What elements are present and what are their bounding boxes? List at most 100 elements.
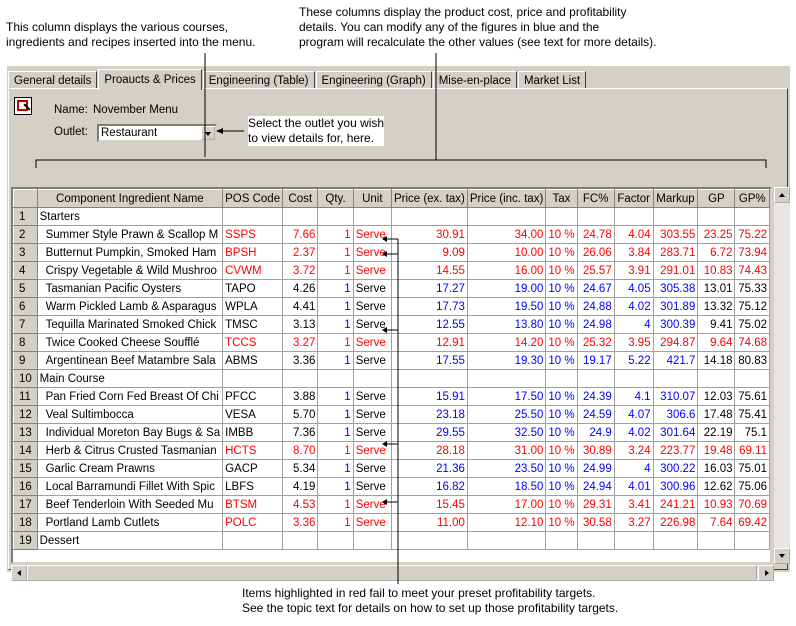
empty-cell[interactable]	[734, 531, 770, 550]
price-inc-tax-cell[interactable]: 17.50	[466, 387, 547, 406]
tab-products-prices[interactable]: Proaucts & Prices	[98, 69, 202, 90]
qty-cell[interactable]: 1	[317, 315, 354, 334]
gp-cell[interactable]: 12.62	[697, 477, 736, 496]
markup-cell[interactable]: 300.22	[652, 459, 699, 478]
empty-cell[interactable]	[652, 207, 699, 226]
col-header-name[interactable]: Component Ingredient Name	[36, 189, 224, 208]
report-icon[interactable]	[14, 97, 32, 115]
unit-cell[interactable]: Serve	[352, 459, 392, 478]
price-inc-tax-cell[interactable]: 18.50	[466, 477, 547, 496]
qty-cell[interactable]: 1	[317, 279, 354, 298]
price-inc-tax-cell[interactable]: 14.20	[466, 333, 547, 352]
cost-cell[interactable]: 3.13	[282, 315, 319, 334]
ingredient-name-cell[interactable]: Summer Style Prawn & Scallop M	[36, 225, 224, 244]
markup-cell[interactable]: 300.39	[652, 315, 699, 334]
markup-cell[interactable]: 283.71	[652, 243, 699, 262]
factor-cell[interactable]: 3.84	[613, 243, 654, 262]
cost-cell[interactable]: 4.53	[282, 495, 319, 514]
price-inc-tax-cell[interactable]: 12.10	[466, 513, 547, 532]
ingredient-name-cell[interactable]: Warm Pickled Lamb & Asparagus	[36, 297, 224, 316]
factor-cell[interactable]: 5.22	[613, 351, 654, 370]
qty-cell[interactable]: 1	[317, 441, 354, 460]
empty-cell[interactable]	[466, 207, 547, 226]
gp-pct-cell[interactable]: 80.83	[734, 351, 770, 370]
fc-pct-cell[interactable]: 24.39	[576, 387, 615, 406]
col-header-gp[interactable]: GP	[697, 189, 736, 208]
empty-cell[interactable]	[222, 207, 284, 226]
fc-pct-cell[interactable]: 25.57	[576, 261, 615, 280]
tax-cell[interactable]: 10 %	[545, 297, 578, 316]
gp-pct-cell[interactable]: 69.42	[734, 513, 770, 532]
factor-cell[interactable]: 4	[613, 459, 654, 478]
fc-pct-cell[interactable]: 24.59	[576, 405, 615, 424]
price-ex-tax-cell[interactable]: 29.55	[390, 423, 468, 442]
tax-cell[interactable]: 10 %	[545, 441, 578, 460]
tax-cell[interactable]: 10 %	[545, 459, 578, 478]
empty-cell[interactable]	[576, 531, 615, 550]
empty-cell[interactable]	[390, 531, 468, 550]
col-header-pos-code[interactable]: POS Code	[222, 189, 284, 208]
empty-cell[interactable]	[734, 207, 770, 226]
price-ex-tax-cell[interactable]: 28.18	[390, 441, 468, 460]
gp-cell[interactable]: 9.41	[697, 315, 736, 334]
price-inc-tax-cell[interactable]: 13.80	[466, 315, 547, 334]
gp-cell[interactable]: 10.83	[697, 261, 736, 280]
empty-cell[interactable]	[466, 531, 547, 550]
unit-cell[interactable]: Serve	[352, 333, 392, 352]
scroll-left-icon[interactable]	[11, 565, 27, 581]
table-row[interactable]: 17 Beef Tenderloin With Seeded Mu BTSM 4.53…	[13, 495, 770, 514]
factor-cell[interactable]: 4.05	[613, 279, 654, 298]
ingredient-name-cell[interactable]: Herb & Citrus Crusted Tasmanian	[36, 441, 224, 460]
gp-cell[interactable]: 23.25	[697, 225, 736, 244]
gp-cell[interactable]: 7.64	[697, 513, 736, 532]
empty-cell[interactable]	[613, 531, 654, 550]
markup-cell[interactable]: 301.89	[652, 297, 699, 316]
factor-cell[interactable]: 4.01	[613, 477, 654, 496]
gp-pct-cell[interactable]: 75.1	[734, 423, 770, 442]
price-ex-tax-cell[interactable]: 17.27	[390, 279, 468, 298]
price-ex-tax-cell[interactable]: 17.55	[390, 351, 468, 370]
factor-cell[interactable]: 4.02	[613, 297, 654, 316]
category-row[interactable]: 1 Starters	[13, 207, 770, 226]
gp-pct-cell[interactable]: 75.22	[734, 225, 770, 244]
price-ex-tax-cell[interactable]: 23.18	[390, 405, 468, 424]
price-ex-tax-cell[interactable]: 16.82	[390, 477, 468, 496]
cost-cell[interactable]: 7.36	[282, 423, 319, 442]
fc-pct-cell[interactable]: 24.98	[576, 315, 615, 334]
qty-cell[interactable]: 1	[317, 423, 354, 442]
table-row[interactable]: 3 Butternut Pumpkin, Smoked Ham BPSH 2.37 1 S…	[13, 243, 770, 262]
table-row[interactable]: 14 Herb & Citrus Crusted Tasmanian HCTS 8.7…	[13, 441, 770, 460]
col-header-price-ex-tax[interactable]: Price (ex. tax)	[390, 189, 468, 208]
markup-cell[interactable]: 226.98	[652, 513, 699, 532]
factor-cell[interactable]: 3.41	[613, 495, 654, 514]
price-ex-tax-cell[interactable]: 15.45	[390, 495, 468, 514]
fc-pct-cell[interactable]: 19.17	[576, 351, 615, 370]
empty-cell[interactable]	[352, 207, 392, 226]
cost-cell[interactable]: 8.70	[282, 441, 319, 460]
cost-cell[interactable]: 2.37	[282, 243, 319, 262]
pos-code-cell[interactable]: BTSM	[222, 495, 284, 514]
empty-cell[interactable]	[317, 369, 354, 388]
gp-pct-cell[interactable]: 74.68	[734, 333, 770, 352]
gp-pct-cell[interactable]: 75.12	[734, 297, 770, 316]
empty-cell[interactable]	[613, 369, 654, 388]
unit-cell[interactable]: Serve	[352, 261, 392, 280]
ingredient-name-cell[interactable]: Beef Tenderloin With Seeded Mu	[36, 495, 224, 514]
ingredient-name-cell[interactable]: Tequilla Marinated Smoked Chick	[36, 315, 224, 334]
price-ex-tax-cell[interactable]: 17.73	[390, 297, 468, 316]
tab-market-list[interactable]: Market List	[517, 71, 587, 89]
tab-engineering-graph[interactable]: Engineering (Graph)	[315, 71, 432, 89]
gp-cell[interactable]: 12.03	[697, 387, 736, 406]
empty-cell[interactable]	[352, 369, 392, 388]
ingredient-name-cell[interactable]: Local Barramundi Fillet With Spic	[36, 477, 224, 496]
fc-pct-cell[interactable]: 25.32	[576, 333, 615, 352]
scroll-up-icon[interactable]	[774, 187, 790, 203]
price-ex-tax-cell[interactable]: 12.55	[390, 315, 468, 334]
category-cell[interactable]: Dessert	[36, 531, 224, 550]
gp-cell[interactable]: 22.19	[697, 423, 736, 442]
factor-cell[interactable]: 4.02	[613, 423, 654, 442]
fc-pct-cell[interactable]: 30.58	[576, 513, 615, 532]
empty-cell[interactable]	[613, 207, 654, 226]
price-ex-tax-cell[interactable]: 14.55	[390, 261, 468, 280]
table-row[interactable]: 11 Pan Fried Corn Fed Breast Of Chi PFCC 3.…	[13, 387, 770, 406]
